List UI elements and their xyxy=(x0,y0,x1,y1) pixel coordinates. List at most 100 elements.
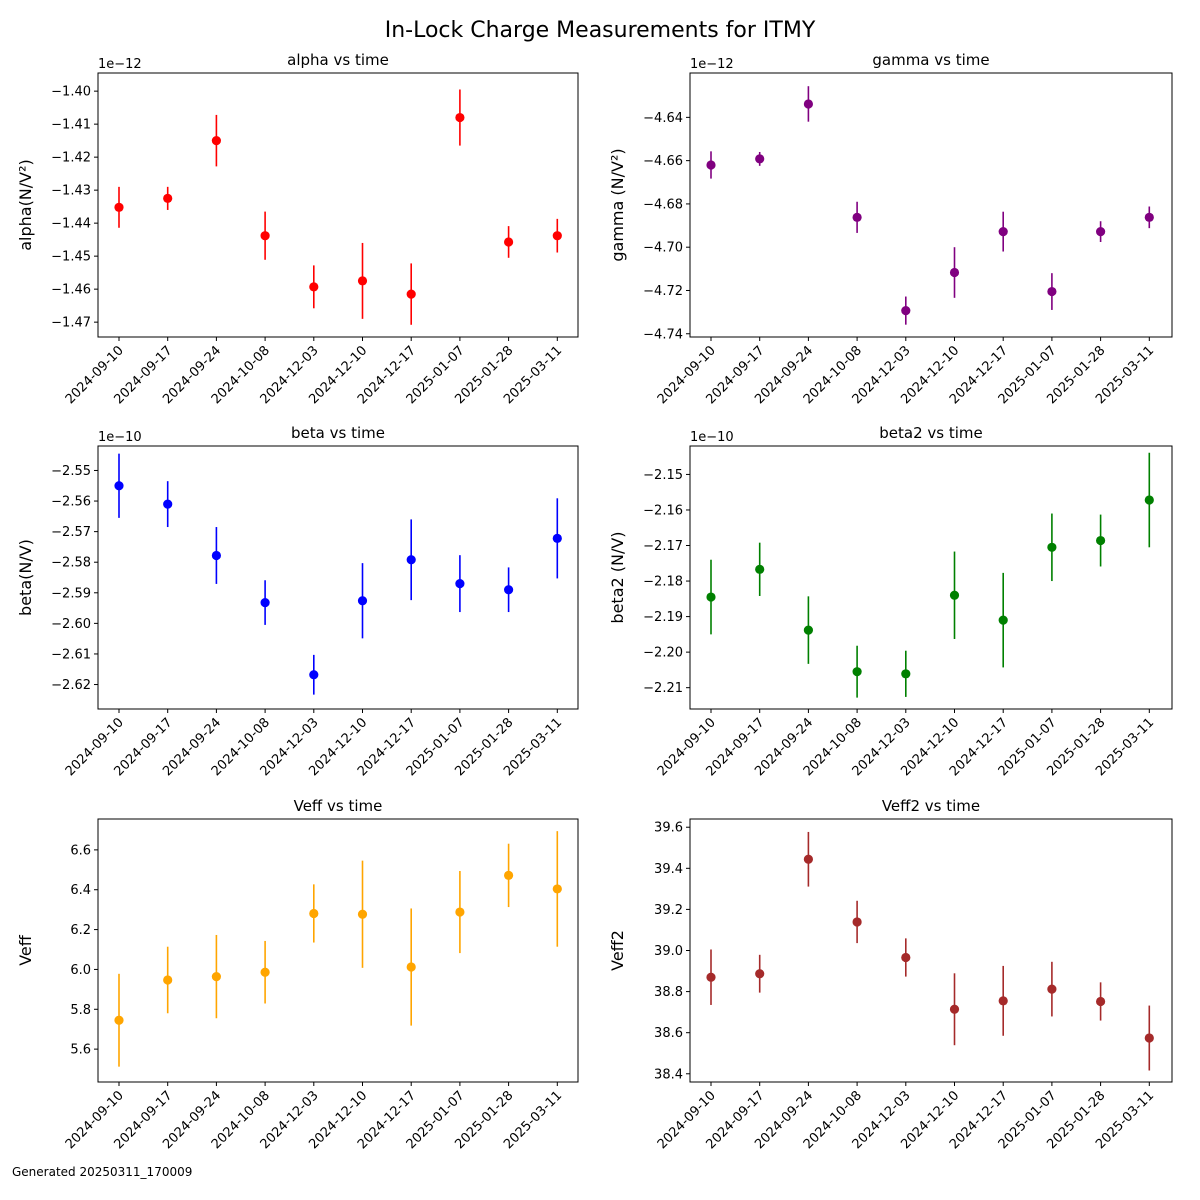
y-tick-label: −2.57 xyxy=(51,525,91,540)
y-tick-label: −1.43 xyxy=(51,184,91,199)
data-point xyxy=(309,670,319,680)
y-tick-label: 6.4 xyxy=(70,883,91,898)
data-point xyxy=(114,1015,124,1025)
y-tick-label: −2.59 xyxy=(51,586,91,601)
y-tick-label: 6.0 xyxy=(70,963,91,978)
y-tick-label: 5.6 xyxy=(70,1043,91,1058)
y-tick-label: −2.61 xyxy=(51,647,91,662)
y-tick-label: −4.66 xyxy=(643,154,683,169)
y-tick-label: 39.4 xyxy=(654,862,683,877)
plot-frame xyxy=(689,445,1173,710)
y-tick-label: −1.46 xyxy=(51,283,91,298)
data-point xyxy=(406,555,416,565)
y-tick-label: 38.6 xyxy=(654,1026,683,1041)
y-tick-label: −1.40 xyxy=(51,85,91,100)
y-tick-label: −4.68 xyxy=(643,197,683,212)
y-tick-label: −2.60 xyxy=(51,617,91,632)
data-point xyxy=(406,289,416,299)
data-point xyxy=(998,227,1008,237)
y-axis-label: Veff2 xyxy=(608,930,627,971)
data-point xyxy=(706,972,716,982)
subplot-1: alpha vs time 1e−12 alpha(N/V²) −1.47 −1.46 −… xyxy=(16,51,579,407)
y-tick-label: −1.42 xyxy=(51,151,91,166)
y-tick-label: 39.6 xyxy=(654,821,683,836)
data-point xyxy=(260,597,270,608)
data-point xyxy=(552,884,562,894)
data-point xyxy=(552,533,562,543)
plot-frame xyxy=(97,72,579,338)
data-point xyxy=(706,592,716,602)
subplot-4: beta2 vs time 1e−10 beta2 (N/V) −2.21 −2.20 −… xyxy=(608,424,1173,779)
y-tick-label: −1.44 xyxy=(51,217,91,232)
data-point xyxy=(163,499,173,509)
subplot-title: Veff vs time xyxy=(294,797,383,815)
plot-frame xyxy=(97,445,579,710)
data-point xyxy=(406,962,416,972)
subplot-6: Veff2 vs time Veff2 38.4 38.6 38.8 39.0 39.2 39… xyxy=(608,797,1173,1152)
offset-label: 1e−10 xyxy=(690,430,734,445)
y-tick-label: −4.64 xyxy=(643,111,683,126)
data-point xyxy=(504,585,514,595)
data-point xyxy=(1096,996,1106,1007)
data-point xyxy=(260,231,270,241)
data-point xyxy=(455,112,465,123)
offset-label: 1e−12 xyxy=(98,57,142,72)
data-point xyxy=(755,154,765,164)
subplot-title: beta vs time xyxy=(291,424,385,442)
y-tick-label: −4.74 xyxy=(643,327,683,342)
data-point xyxy=(852,212,862,222)
y-tick-label: −2.17 xyxy=(643,539,683,554)
data-point xyxy=(163,975,173,985)
y-tick-label: −2.16 xyxy=(643,503,683,518)
offset-label: 1e−12 xyxy=(690,57,734,72)
data-point xyxy=(901,306,911,316)
data-point xyxy=(211,136,221,146)
data-point xyxy=(163,193,173,203)
data-point xyxy=(357,596,368,606)
y-axis-label: gamma (N/V²) xyxy=(608,148,627,261)
y-tick-label: −1.41 xyxy=(51,118,91,133)
y-tick-label: −2.20 xyxy=(643,646,683,661)
y-tick-label: −4.70 xyxy=(643,241,683,256)
data-point xyxy=(357,909,368,919)
y-tick-label: 38.8 xyxy=(654,985,683,1000)
y-tick-label: −2.21 xyxy=(643,681,683,696)
y-tick-label: −4.72 xyxy=(643,284,683,299)
data-point xyxy=(852,917,862,927)
subplot-title: gamma vs time xyxy=(872,51,989,69)
subplot-2: gamma vs time 1e−12 gamma (N/V²) −4.74 −4.72… xyxy=(608,51,1173,407)
subplot-title: beta2 vs time xyxy=(879,424,982,442)
data-point xyxy=(114,202,124,212)
y-tick-label: −1.47 xyxy=(51,316,91,331)
data-point xyxy=(1047,542,1057,552)
y-axis-label: beta2 (N/V) xyxy=(608,531,627,623)
data-point xyxy=(998,615,1008,625)
plot-frame xyxy=(689,818,1173,1083)
data-point xyxy=(803,99,814,109)
data-point xyxy=(1144,495,1154,505)
plot-frame xyxy=(689,72,1173,338)
data-point xyxy=(211,550,221,561)
y-tick-label: −2.15 xyxy=(643,468,683,483)
y-tick-label: 38.4 xyxy=(654,1067,683,1082)
subplot-3: beta vs time 1e−10 beta(N/V) −2.62 −2.61 −2.6… xyxy=(16,424,579,779)
data-point xyxy=(1144,212,1154,222)
data-point xyxy=(1096,535,1106,546)
y-tick-label: −2.62 xyxy=(51,678,91,693)
data-point xyxy=(552,231,562,241)
y-tick-label: 6.6 xyxy=(70,843,91,858)
y-axis-label: Veff xyxy=(16,934,35,966)
data-point xyxy=(1047,984,1057,994)
data-point xyxy=(455,579,465,589)
y-tick-label: 6.2 xyxy=(70,923,91,938)
data-point xyxy=(949,590,960,600)
y-tick-label: −2.18 xyxy=(643,575,683,590)
y-tick-label: 5.8 xyxy=(70,1003,91,1018)
data-point xyxy=(211,972,221,982)
data-point xyxy=(504,870,514,880)
offset-label: 1e−10 xyxy=(98,430,142,445)
data-point xyxy=(1144,1033,1154,1043)
data-point xyxy=(803,854,814,864)
y-tick-label: −2.58 xyxy=(51,556,91,571)
